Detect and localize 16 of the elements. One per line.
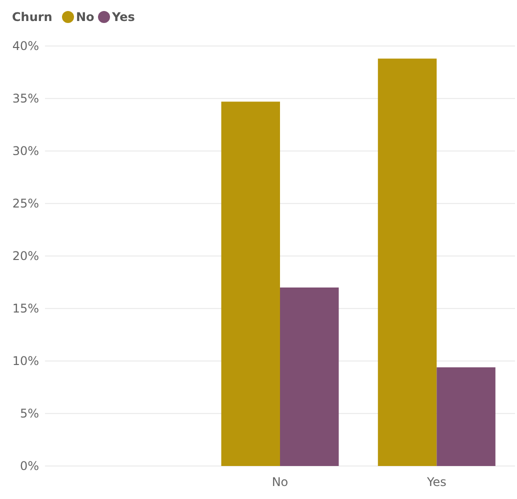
y-tick-label: 0% [20,459,39,474]
y-tick-label: 30% [12,144,39,158]
y-tick-label: 20% [12,249,39,264]
y-tick-label: 15% [12,302,39,316]
bar [436,367,496,466]
legend-label: No [76,10,94,24]
bar [221,102,280,466]
bar [280,288,339,466]
y-tick-label: 35% [12,92,39,106]
legend-label: Yes [111,10,135,24]
y-tick-label: 5% [20,406,39,421]
y-tick-label: 40% [12,39,39,54]
y-tick-label: 25% [12,196,39,211]
bar [378,58,437,466]
legend-title: Churn [12,10,52,24]
y-tick-label: 10% [12,354,39,368]
